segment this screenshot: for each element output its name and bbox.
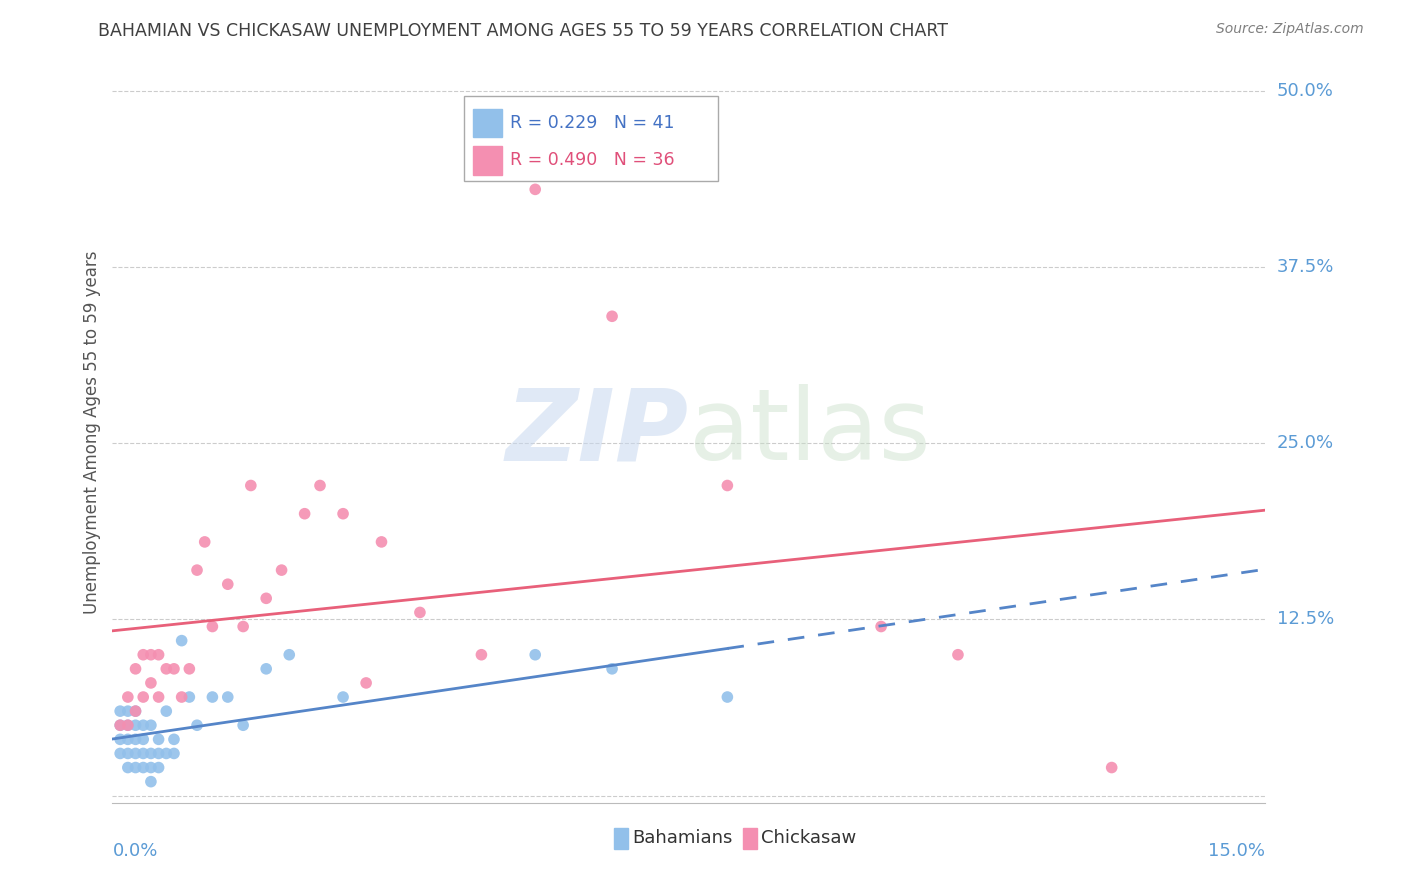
Point xyxy=(1101,760,1123,774)
Point xyxy=(254,662,277,676)
Point xyxy=(600,662,623,676)
Point xyxy=(132,760,155,774)
Point xyxy=(148,747,170,761)
Point xyxy=(117,718,139,732)
Point xyxy=(139,718,162,732)
Point xyxy=(148,690,170,704)
Point xyxy=(117,690,139,704)
Point xyxy=(232,619,254,633)
Point xyxy=(124,704,146,718)
Point xyxy=(148,732,170,747)
Point xyxy=(132,732,155,747)
Point xyxy=(108,732,131,747)
Point xyxy=(124,747,146,761)
Bar xyxy=(744,828,756,848)
Bar xyxy=(614,828,628,848)
Point xyxy=(124,662,146,676)
Point xyxy=(870,619,893,633)
Point xyxy=(124,704,146,718)
Point xyxy=(600,310,623,324)
Point xyxy=(108,718,131,732)
Point xyxy=(217,690,239,704)
Point xyxy=(124,732,146,747)
Text: atlas: atlas xyxy=(689,384,931,481)
Text: R = 0.490   N = 36: R = 0.490 N = 36 xyxy=(510,152,675,169)
Text: 15.0%: 15.0% xyxy=(1208,842,1265,860)
Point xyxy=(716,690,738,704)
Text: 50.0%: 50.0% xyxy=(1277,82,1333,100)
Point xyxy=(217,577,239,591)
Point xyxy=(201,690,224,704)
FancyBboxPatch shape xyxy=(464,95,718,181)
Point xyxy=(354,676,377,690)
Point xyxy=(270,563,292,577)
Point xyxy=(186,718,208,732)
Point xyxy=(309,478,332,492)
Point xyxy=(179,690,201,704)
Point xyxy=(155,747,177,761)
Point xyxy=(139,676,162,690)
Point xyxy=(155,704,177,718)
Text: BAHAMIAN VS CHICKASAW UNEMPLOYMENT AMONG AGES 55 TO 59 YEARS CORRELATION CHART: BAHAMIAN VS CHICKASAW UNEMPLOYMENT AMONG… xyxy=(98,22,949,40)
Text: 12.5%: 12.5% xyxy=(1277,610,1334,629)
Point xyxy=(108,718,131,732)
Point xyxy=(294,507,316,521)
Point xyxy=(278,648,301,662)
Text: Chickasaw: Chickasaw xyxy=(761,830,856,847)
Point xyxy=(139,760,162,774)
Point xyxy=(716,478,738,492)
Text: 25.0%: 25.0% xyxy=(1277,434,1334,452)
Point xyxy=(132,648,155,662)
Bar xyxy=(474,109,502,137)
Point xyxy=(117,747,139,761)
Point xyxy=(148,760,170,774)
Point xyxy=(139,648,162,662)
Point xyxy=(163,662,186,676)
Point xyxy=(170,633,193,648)
Point xyxy=(170,690,193,704)
Point xyxy=(139,747,162,761)
Point xyxy=(409,606,432,620)
Point xyxy=(132,747,155,761)
Text: 37.5%: 37.5% xyxy=(1277,258,1334,276)
Text: R = 0.229   N = 41: R = 0.229 N = 41 xyxy=(510,114,675,132)
Point xyxy=(148,648,170,662)
Point xyxy=(232,718,254,732)
Point xyxy=(117,732,139,747)
Text: ZIP: ZIP xyxy=(506,384,689,481)
Text: Bahamians: Bahamians xyxy=(631,830,733,847)
Point xyxy=(108,747,131,761)
Point xyxy=(117,718,139,732)
Point xyxy=(117,704,139,718)
Point xyxy=(117,760,139,774)
Point xyxy=(132,718,155,732)
Point xyxy=(332,507,354,521)
Point xyxy=(239,478,262,492)
Point xyxy=(470,648,492,662)
Point xyxy=(186,563,208,577)
Point xyxy=(370,535,392,549)
Point xyxy=(946,648,969,662)
Point xyxy=(108,704,131,718)
Point xyxy=(194,535,217,549)
Point xyxy=(179,662,201,676)
Point xyxy=(124,760,146,774)
Point xyxy=(155,662,177,676)
Y-axis label: Unemployment Among Ages 55 to 59 years: Unemployment Among Ages 55 to 59 years xyxy=(83,251,101,615)
Bar xyxy=(474,146,502,175)
Point xyxy=(524,648,547,662)
Point xyxy=(124,718,146,732)
Point xyxy=(163,732,186,747)
Point xyxy=(139,774,162,789)
Point xyxy=(254,591,277,606)
Point xyxy=(132,690,155,704)
Point xyxy=(201,619,224,633)
Point xyxy=(163,747,186,761)
Point xyxy=(524,182,547,196)
Text: 0.0%: 0.0% xyxy=(112,842,157,860)
Point xyxy=(332,690,354,704)
Text: Source: ZipAtlas.com: Source: ZipAtlas.com xyxy=(1216,22,1364,37)
